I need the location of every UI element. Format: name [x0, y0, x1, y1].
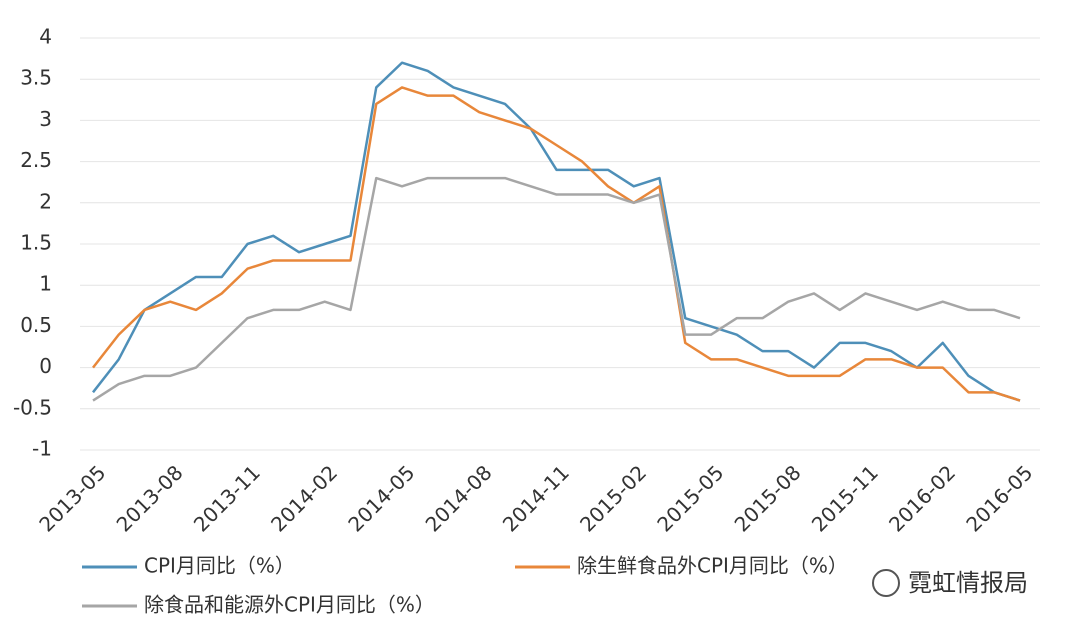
y-tick-label: -1: [32, 437, 52, 461]
series-line: [92, 176, 1021, 402]
series-line: [92, 86, 1021, 402]
legend-label: 除食品和能源外CPI月同比（%）: [144, 593, 435, 617]
y-tick-label: 1.5: [20, 231, 52, 255]
legend-label: 除生鲜食品外CPI月同比（%）: [577, 554, 848, 578]
y-tick-label: 1: [39, 272, 52, 296]
y-tick-label: 3.5: [20, 66, 52, 90]
legend-item: 除生鲜食品外CPI月同比（%）: [515, 554, 848, 578]
legend-item: 除食品和能源外CPI月同比（%）: [82, 593, 435, 617]
y-tick-label: 0: [39, 354, 52, 378]
y-tick-label: -0.5: [13, 395, 52, 419]
y-tick-label: 3: [39, 107, 52, 131]
legend-label: CPI月同比（%）: [144, 554, 295, 578]
y-tick-label: 0.5: [20, 313, 52, 337]
y-tick-label: 2.5: [20, 148, 52, 172]
y-tick-label: 2: [39, 189, 52, 213]
y-tick-label: 4: [39, 25, 52, 49]
legend-item: CPI月同比（%）: [82, 554, 295, 578]
watermark: 霓虹情报局: [872, 569, 1028, 597]
series-line: [92, 61, 1021, 402]
watermark-icon: [872, 569, 900, 597]
watermark-text: 霓虹情报局: [908, 569, 1028, 597]
